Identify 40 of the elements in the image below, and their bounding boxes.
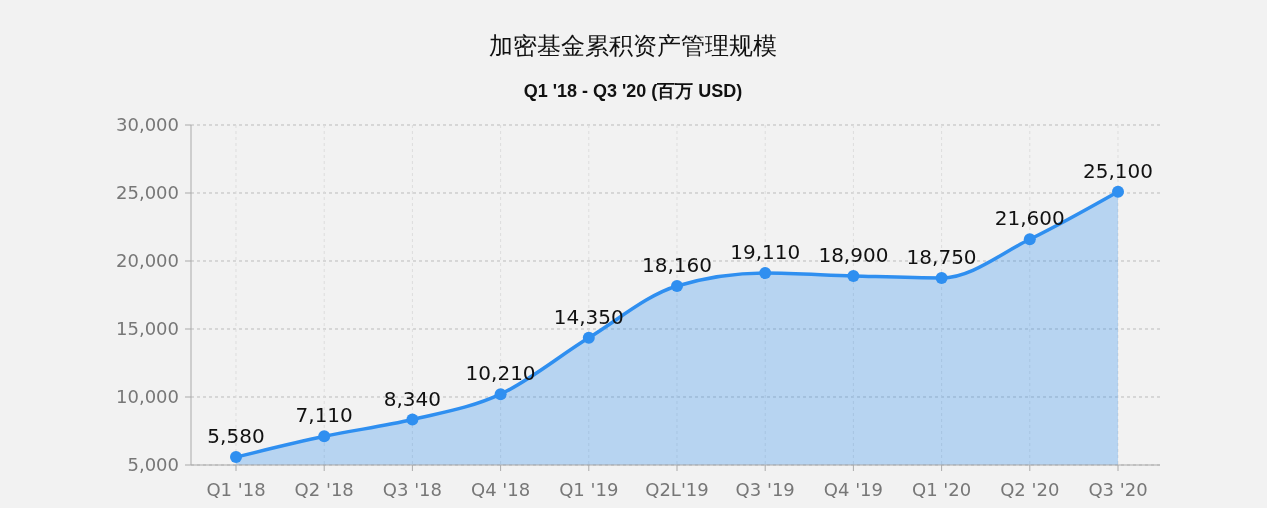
data-label: 8,340 [383,386,442,411]
y-tick-label: 5,000 [127,454,179,476]
data-label: 18,750 [906,245,977,269]
x-tick-label: Q1 '18 [206,479,266,500]
y-tick-label: 20,000 [116,250,179,272]
point [318,430,331,443]
y-tick-label: 10,000 [116,386,179,408]
data-label: 21,600 [994,206,1065,231]
y-tick-label: 25,000 [116,182,179,204]
x-tick-label: Q3 '19 [735,479,795,500]
x-tick-label: Q1 '19 [559,479,619,500]
data-label: 5,580 [207,424,265,449]
data-label: 25,100 [1083,158,1153,183]
point [406,413,419,426]
x-tick-label: Q1 '20 [912,479,972,500]
point [230,451,242,464]
data-label: 19,110 [730,240,801,265]
point [671,280,683,293]
point [1112,185,1124,198]
y-tick-label: 30,000 [116,114,179,136]
point [759,267,772,280]
x-tick-label: Q2L'19 [645,479,709,500]
chart-title: 加密基金累积资产管理规模 [489,32,777,60]
x-tick-label: Q4 '18 [471,479,531,500]
point [1023,233,1036,246]
data-label: 10,210 [465,361,536,386]
y-tick-label: 15,000 [116,318,179,340]
x-tick-label: Q3 '20 [1088,479,1148,500]
chart-subtitle: Q1 '18 - Q3 '20 (百万 USD) [523,81,743,101]
point [935,272,948,284]
point [582,331,595,344]
x-tick-label: Q2 '18 [294,479,354,500]
data-label: 18,160 [642,253,712,278]
point [494,388,507,401]
data-label: 7,110 [295,403,353,428]
x-tick-label: Q4 '19 [823,479,883,500]
data-label: 18,900 [818,242,889,267]
x-tick-label: Q2 '20 [1000,479,1060,500]
point [847,269,860,282]
x-tick-label: Q3 '18 [382,479,442,500]
